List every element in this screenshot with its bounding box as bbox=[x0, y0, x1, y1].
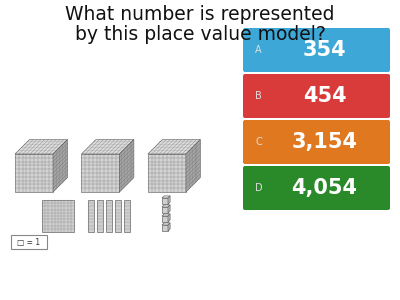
Polygon shape bbox=[15, 140, 68, 154]
Text: □ = 1: □ = 1 bbox=[18, 238, 40, 247]
Polygon shape bbox=[162, 216, 168, 222]
Text: A: A bbox=[255, 45, 262, 55]
Polygon shape bbox=[53, 140, 68, 192]
Polygon shape bbox=[186, 140, 200, 192]
FancyBboxPatch shape bbox=[243, 166, 390, 210]
Text: 354: 354 bbox=[303, 40, 346, 60]
Polygon shape bbox=[106, 200, 112, 232]
Polygon shape bbox=[162, 214, 170, 216]
Polygon shape bbox=[88, 200, 94, 232]
Polygon shape bbox=[162, 205, 170, 207]
Text: 4,054: 4,054 bbox=[292, 178, 358, 198]
Polygon shape bbox=[162, 198, 168, 204]
Polygon shape bbox=[162, 225, 168, 231]
Text: by this place value model?: by this place value model? bbox=[74, 25, 326, 44]
Polygon shape bbox=[15, 154, 53, 192]
Polygon shape bbox=[162, 223, 170, 225]
Polygon shape bbox=[120, 140, 134, 192]
Polygon shape bbox=[82, 154, 120, 192]
FancyBboxPatch shape bbox=[243, 74, 390, 118]
Polygon shape bbox=[148, 140, 200, 154]
Polygon shape bbox=[148, 154, 186, 192]
Polygon shape bbox=[42, 200, 74, 232]
Polygon shape bbox=[162, 207, 168, 213]
Polygon shape bbox=[162, 196, 170, 198]
Polygon shape bbox=[168, 223, 170, 231]
FancyBboxPatch shape bbox=[243, 28, 390, 72]
Text: D: D bbox=[255, 183, 263, 193]
Polygon shape bbox=[168, 205, 170, 213]
Text: C: C bbox=[255, 137, 262, 147]
Polygon shape bbox=[97, 200, 103, 232]
Polygon shape bbox=[82, 140, 134, 154]
Text: 3,154: 3,154 bbox=[292, 132, 358, 152]
Polygon shape bbox=[124, 200, 130, 232]
FancyBboxPatch shape bbox=[11, 235, 47, 249]
Polygon shape bbox=[168, 196, 170, 204]
Text: B: B bbox=[255, 91, 262, 101]
Text: 454: 454 bbox=[303, 86, 346, 106]
FancyBboxPatch shape bbox=[243, 120, 390, 164]
Polygon shape bbox=[168, 214, 170, 222]
Polygon shape bbox=[115, 200, 121, 232]
Text: What number is represented: What number is represented bbox=[65, 5, 335, 24]
